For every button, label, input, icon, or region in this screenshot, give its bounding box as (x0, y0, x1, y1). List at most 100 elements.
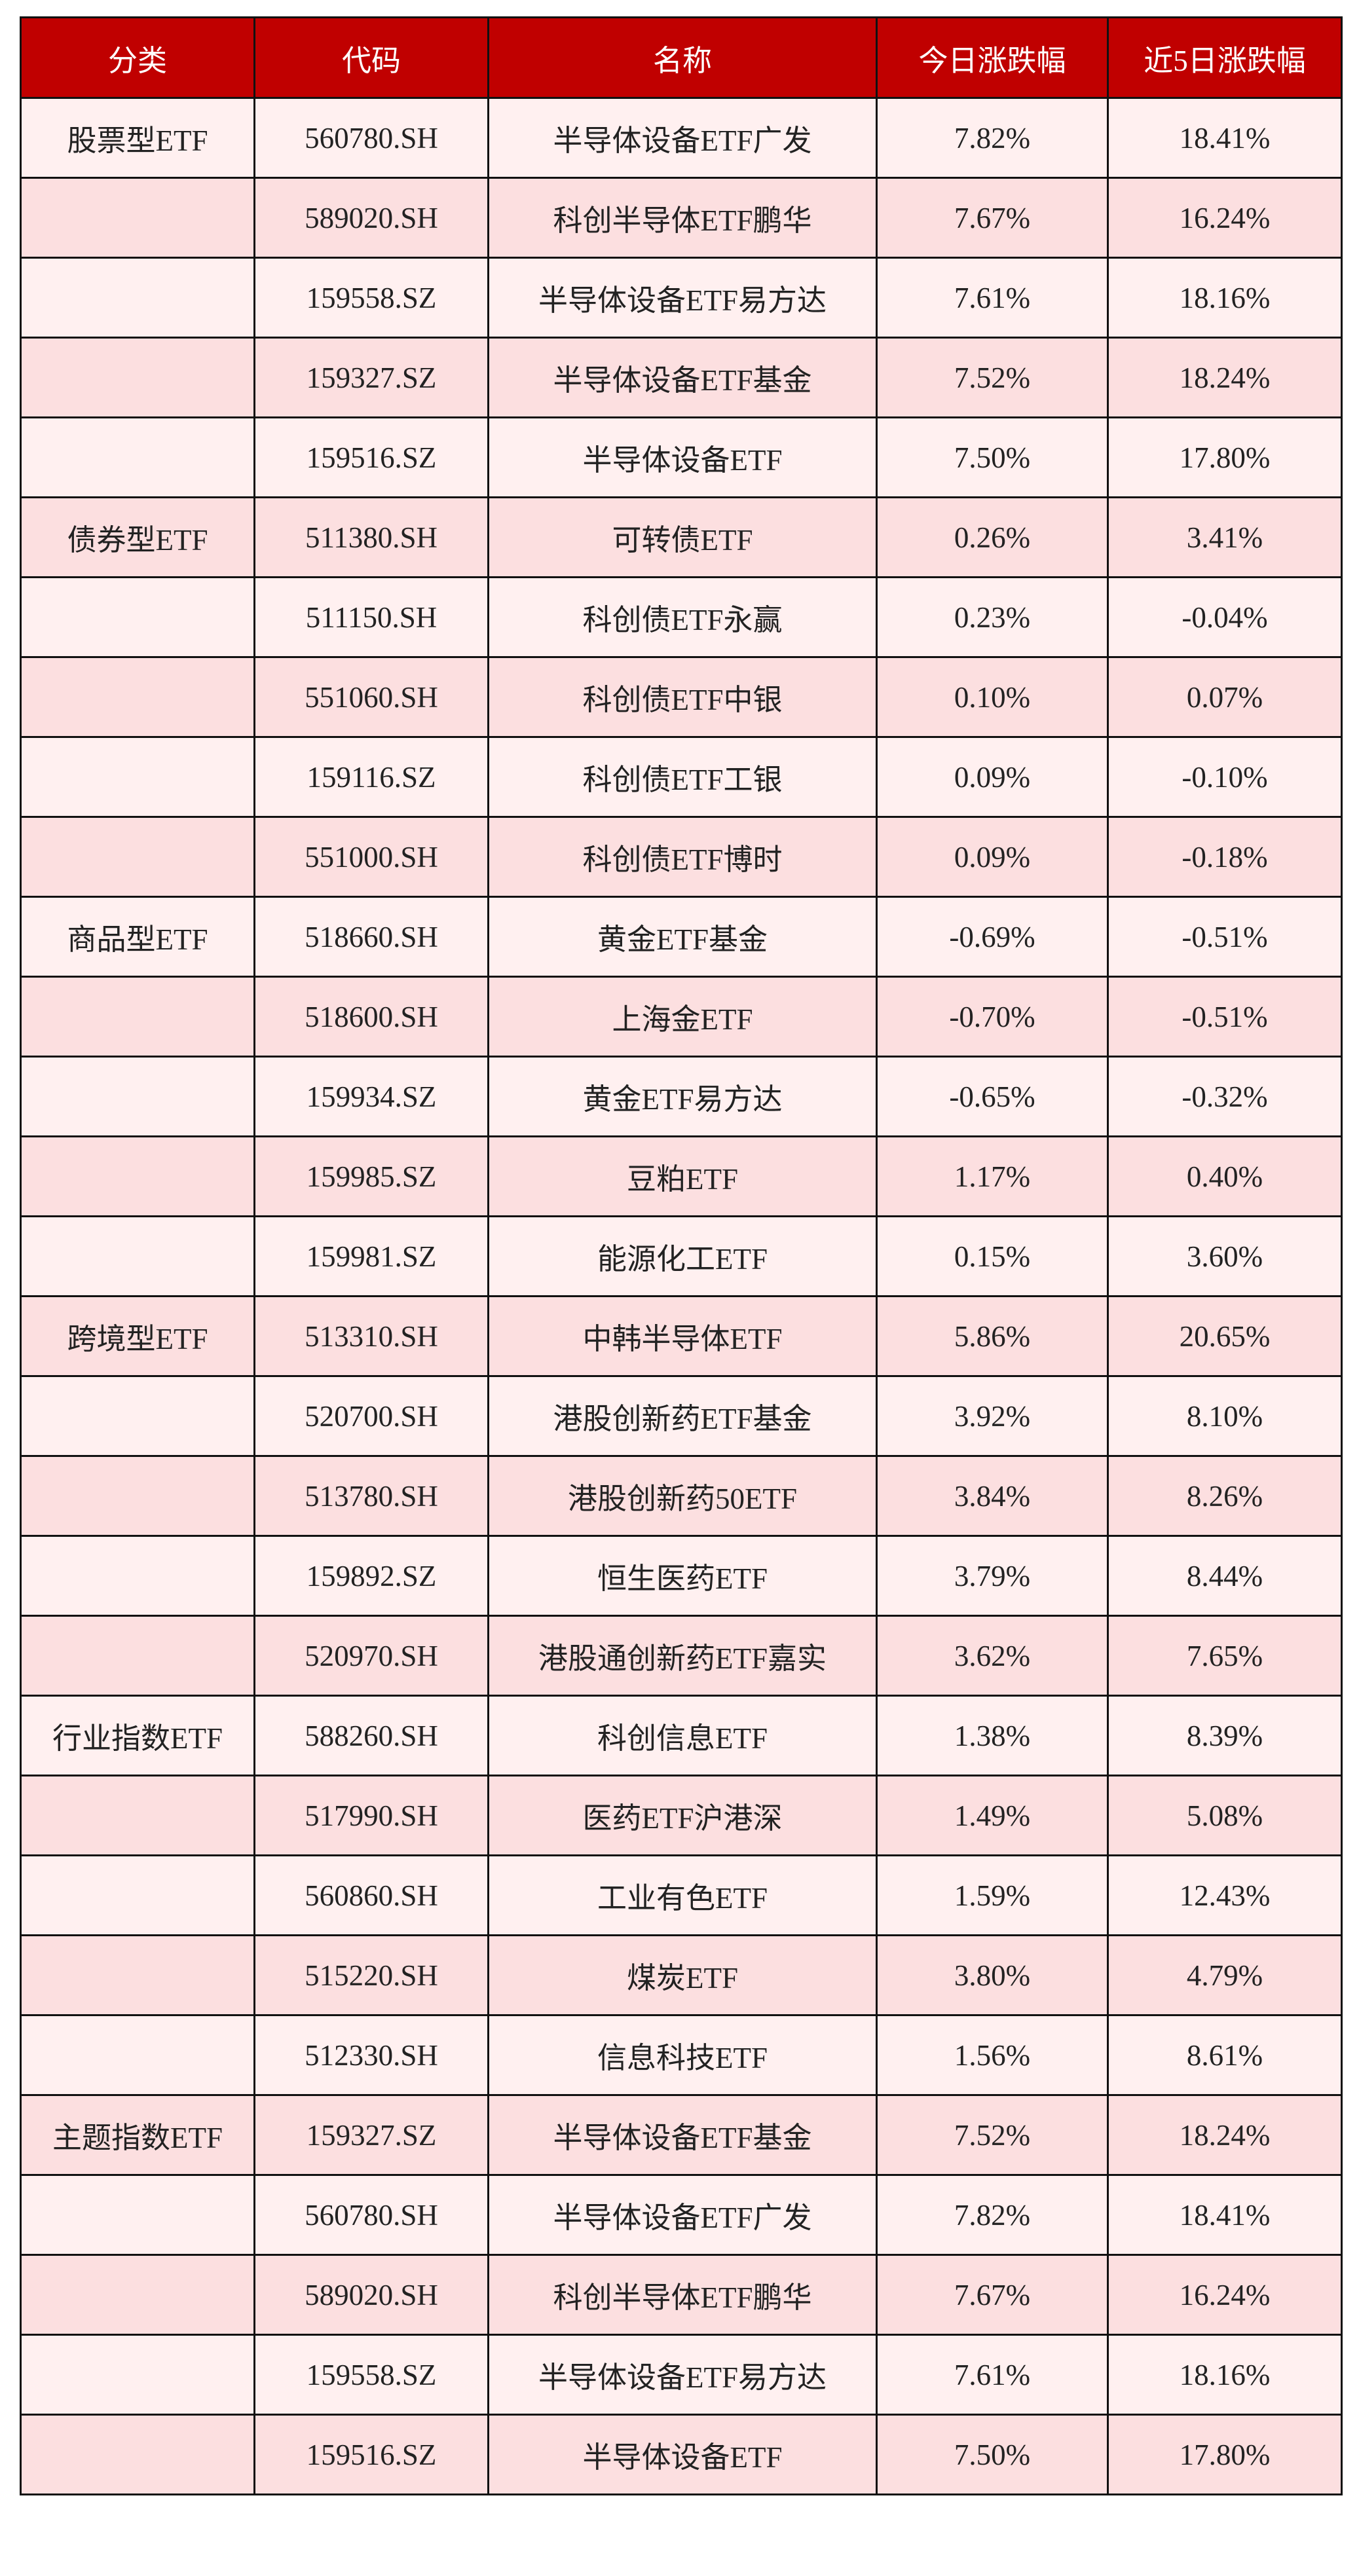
empty-cell (20, 1056, 255, 1137)
table-cell: 159327.SZ (253, 2094, 489, 2176)
table-cell: 518600.SH (253, 976, 489, 1058)
table-cell: 518660.SH (253, 896, 489, 978)
empty-cell (20, 976, 255, 1058)
table-cell: 港股通创新药ETF嘉实 (487, 1615, 878, 1697)
table-cell: 520700.SH (253, 1375, 489, 1457)
table-cell: 0.40% (1107, 1135, 1343, 1217)
empty-cell (20, 1854, 255, 1936)
table-cell: 18.41% (1107, 97, 1343, 179)
table-cell: 能源化工ETF (487, 1215, 878, 1297)
table-row: 511150.SH 科创债ETF永赢 0.23% -0.04% (20, 576, 1343, 658)
table-cell: 半导体设备ETF (487, 2414, 878, 2495)
table-cell: 豆粕ETF (487, 1135, 878, 1217)
empty-cell (20, 2014, 255, 2096)
empty-cell (20, 1455, 255, 1537)
table-cell: 515220.SH (253, 1934, 489, 2016)
table-cell: 黄金ETF易方达 (487, 1056, 878, 1137)
table-cell: 3.80% (876, 1934, 1109, 2016)
empty-cell (20, 1215, 255, 1297)
table-row: 跨境型ETF 513310.SH 中韩半导体ETF 5.86% 20.65% (20, 1295, 1343, 1377)
table-cell: 股票型ETF (20, 97, 255, 179)
table-cell: 港股创新药50ETF (487, 1455, 878, 1537)
table-cell: 港股创新药ETF基金 (487, 1375, 878, 1457)
table-cell: 12.43% (1107, 1854, 1343, 1936)
table-cell: 科创半导体ETF鹏华 (487, 2254, 878, 2336)
table-row: 159985.SZ 豆粕ETF 1.17% 0.40% (20, 1135, 1343, 1217)
table-row: 159934.SZ 黄金ETF易方达 -0.65% -0.32% (20, 1056, 1343, 1137)
table-cell: 7.82% (876, 2174, 1109, 2256)
table-cell: 18.24% (1107, 2094, 1343, 2176)
table-row: 159892.SZ 恒生医药ETF 3.79% 8.44% (20, 1535, 1343, 1617)
table-cell: 7.61% (876, 2334, 1109, 2416)
table-row: 515220.SH 煤炭ETF 3.80% 4.79% (20, 1934, 1343, 2016)
table-cell: 8.26% (1107, 1455, 1343, 1537)
empty-cell (20, 816, 255, 898)
table-cell: 上海金ETF (487, 976, 878, 1058)
table-cell: 半导体设备ETF易方达 (487, 257, 878, 339)
table-row: 主题指数ETF 159327.SZ 半导体设备ETF基金 7.52% 18.24% (20, 2094, 1343, 2176)
header-row: 分类 代码 名称 今日涨跌幅 近5日涨跌幅 (20, 16, 1343, 99)
header-cell: 今日涨跌幅 (876, 16, 1109, 99)
table-cell: 18.24% (1107, 337, 1343, 418)
empty-cell (20, 2414, 255, 2495)
table-cell: 7.82% (876, 97, 1109, 179)
table-cell: 半导体设备ETF (487, 416, 878, 498)
table-cell: 4.79% (1107, 1934, 1343, 2016)
table-cell: 科创半导体ETF鹏华 (487, 177, 878, 259)
table-cell: 恒生医药ETF (487, 1535, 878, 1617)
header-cell: 分类 (20, 16, 255, 99)
table-cell: 17.80% (1107, 416, 1343, 498)
table-cell: 551060.SH (253, 656, 489, 738)
table-cell: 7.52% (876, 2094, 1109, 2176)
empty-cell (20, 1375, 255, 1457)
empty-cell (20, 1934, 255, 2016)
table-row: 560860.SH 工业有色ETF 1.59% 12.43% (20, 1854, 1343, 1936)
table-cell: 560780.SH (253, 2174, 489, 2256)
table-row: 159516.SZ 半导体设备ETF 7.50% 17.80% (20, 416, 1343, 498)
table-cell: -0.10% (1107, 736, 1343, 818)
table-cell: 159985.SZ (253, 1135, 489, 1217)
table-cell: 159327.SZ (253, 337, 489, 418)
header-cell: 代码 (253, 16, 489, 99)
etf-table: 分类 代码 名称 今日涨跌幅 近5日涨跌幅 股票型ETF 560780.SH 半导体设备ET… (20, 16, 1343, 2495)
table-cell: 159558.SZ (253, 2334, 489, 2416)
table-cell: 589020.SH (253, 2254, 489, 2336)
table-row: 159327.SZ 半导体设备ETF基金 7.52% 18.24% (20, 337, 1343, 418)
header-cell: 近5日涨跌幅 (1107, 16, 1343, 99)
table-row: 159558.SZ 半导体设备ETF易方达 7.61% 18.16% (20, 257, 1343, 339)
table-cell: 159934.SZ (253, 1056, 489, 1137)
table-cell: -0.18% (1107, 816, 1343, 898)
table-cell: 可转债ETF (487, 496, 878, 578)
empty-cell (20, 177, 255, 259)
table-cell: 7.50% (876, 2414, 1109, 2495)
table-cell: 0.26% (876, 496, 1109, 578)
table-cell: 科创债ETF博时 (487, 816, 878, 898)
table-row: 512330.SH 信息科技ETF 1.56% 8.61% (20, 2014, 1343, 2096)
table-row: 159981.SZ 能源化工ETF 0.15% 3.60% (20, 1215, 1343, 1297)
table-cell: 信息科技ETF (487, 2014, 878, 2096)
table-cell: 7.50% (876, 416, 1109, 498)
table-cell: 3.60% (1107, 1215, 1343, 1297)
table-cell: 半导体设备ETF基金 (487, 337, 878, 418)
table-cell: 科创债ETF工银 (487, 736, 878, 818)
table-cell: -0.51% (1107, 896, 1343, 978)
table-cell: 560860.SH (253, 1854, 489, 1936)
table-cell: 0.23% (876, 576, 1109, 658)
table-cell: 3.41% (1107, 496, 1343, 578)
table-cell: 债券型ETF (20, 496, 255, 578)
table-cell: 0.15% (876, 1215, 1109, 1297)
table-cell: 520970.SH (253, 1615, 489, 1697)
table-cell: 8.39% (1107, 1695, 1343, 1776)
header-cell: 名称 (487, 16, 878, 99)
table-cell: 517990.SH (253, 1775, 489, 1856)
table-cell: 3.79% (876, 1535, 1109, 1617)
empty-cell (20, 656, 255, 738)
table-row: 551000.SH 科创债ETF博时 0.09% -0.18% (20, 816, 1343, 898)
table-cell: 工业有色ETF (487, 1854, 878, 1936)
empty-cell (20, 337, 255, 418)
empty-cell (20, 2254, 255, 2336)
table-cell: 7.52% (876, 337, 1109, 418)
table-row: 560780.SH 半导体设备ETF广发 7.82% 18.41% (20, 2174, 1343, 2256)
table-cell: 18.41% (1107, 2174, 1343, 2256)
